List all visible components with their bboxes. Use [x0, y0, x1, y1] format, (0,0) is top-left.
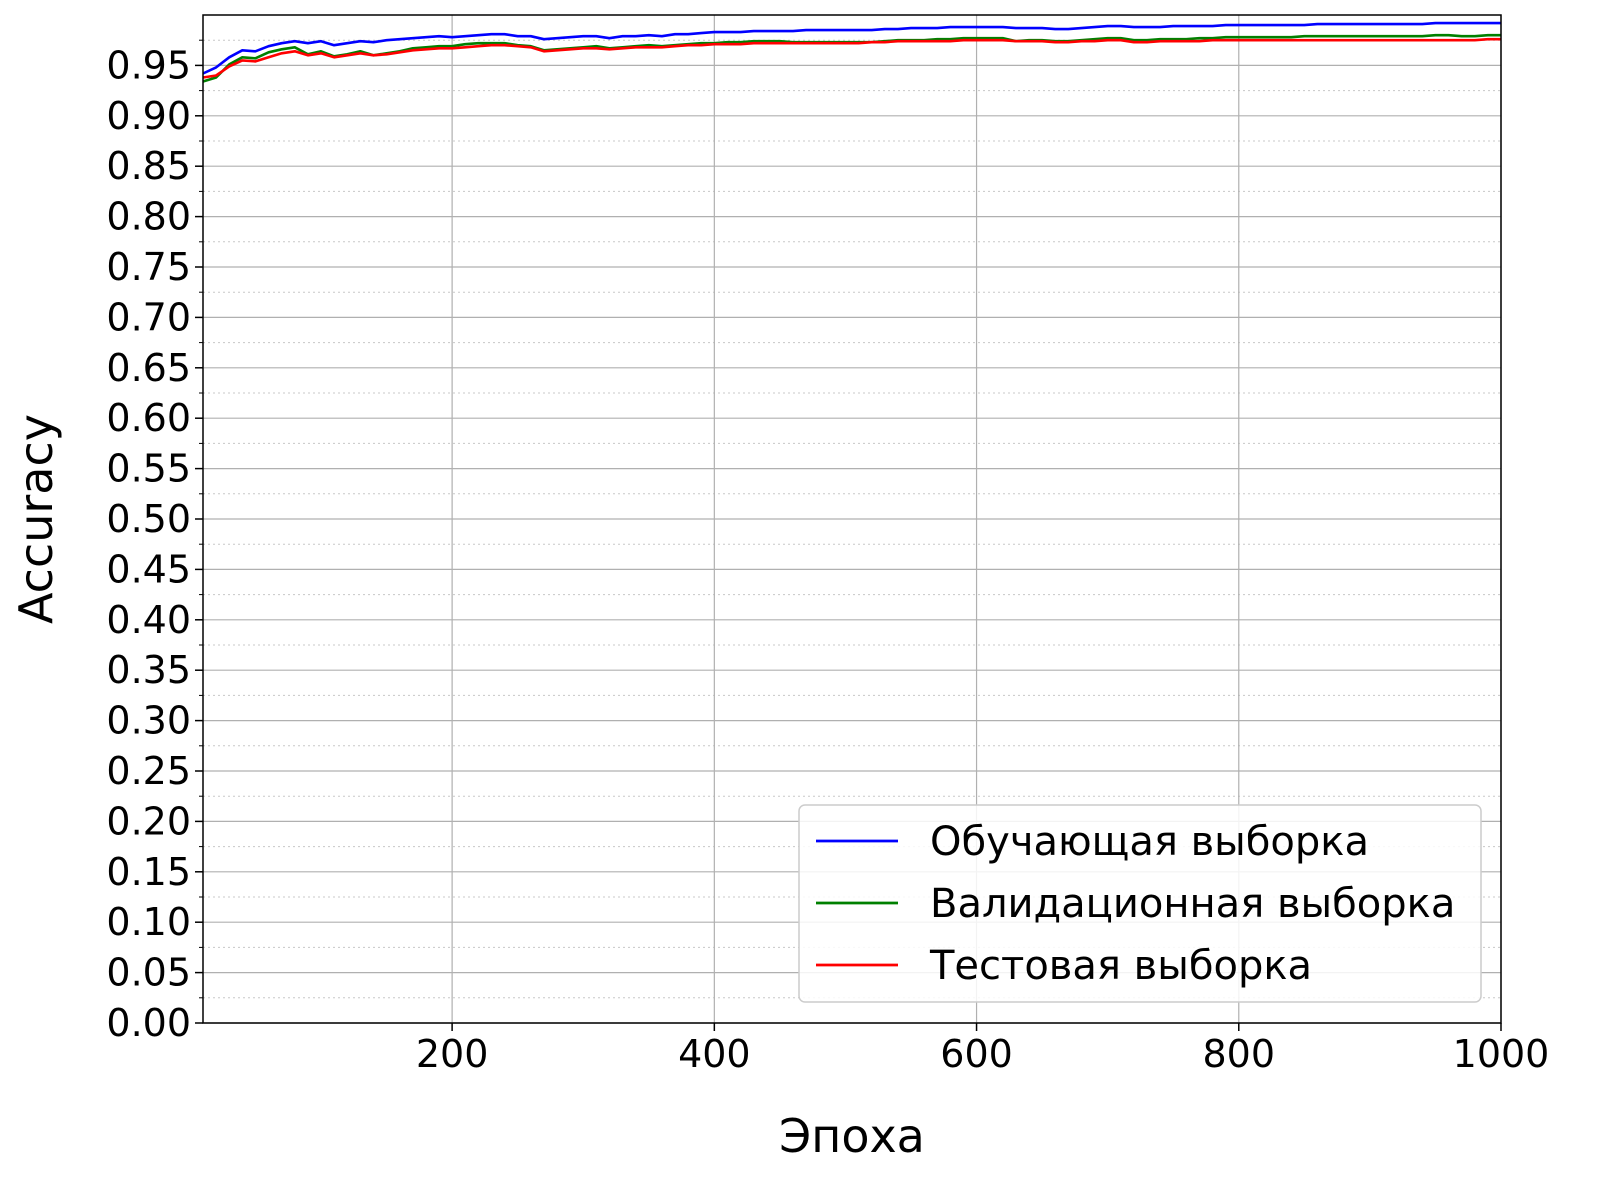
series-layer — [202, 21, 1501, 83]
legend-label: Обучающая выборка — [930, 819, 1369, 865]
x-tick-label: 600 — [940, 1032, 1013, 1076]
y-tick-label: 0.50 — [106, 497, 191, 541]
legend-box — [798, 804, 1482, 1003]
y-tick-label: 0.10 — [106, 900, 191, 944]
y-tick-label: 0.25 — [106, 749, 191, 793]
y-tick-label: 0.75 — [106, 245, 191, 289]
x-tick-label: 800 — [1203, 1032, 1276, 1076]
x-axis-label: Эпоха — [779, 1109, 925, 1163]
legend-label: Тестовая выборка — [929, 943, 1312, 989]
legend-label: Валидационная выборка — [930, 881, 1455, 927]
y-tick-label: 0.40 — [106, 598, 191, 642]
y-axis-label: Accuracy — [9, 414, 63, 624]
y-tick-label: 0.45 — [106, 547, 191, 591]
y-tick-label: 0.15 — [106, 850, 191, 894]
series-line-3 — [202, 37, 1501, 79]
x-tick-label: 200 — [416, 1032, 489, 1076]
y-tick-label: 0.20 — [106, 799, 191, 843]
y-tick-label: 0.95 — [106, 43, 191, 87]
y-tick-label: 0.30 — [106, 699, 191, 743]
y-tick-label: 0.65 — [106, 346, 191, 390]
y-tick-label: 0.90 — [106, 94, 191, 138]
legend: Обучающая выборка Валидационная выборка Те… — [798, 804, 1482, 1003]
y-tick-label: 0.05 — [106, 951, 191, 995]
series-line-1 — [202, 21, 1501, 75]
x-tick-label: 400 — [678, 1032, 751, 1076]
y-tick-label: 0.55 — [106, 447, 191, 491]
y-tick-label: 0.00 — [106, 1001, 191, 1045]
y-tick-label: 0.80 — [106, 195, 191, 239]
y-axis-ticks: 0.00 0.05 0.10 0.15 0.20 0.25 0.30 0.35 0.40 0.45… — [106, 39, 203, 1045]
y-tick-label: 0.35 — [106, 648, 191, 692]
y-tick-label: 0.60 — [106, 396, 191, 440]
x-axis-ticks: 200 400 600 800 1000 — [416, 1023, 1550, 1076]
x-tick-label: 1000 — [1453, 1032, 1550, 1076]
y-tick-label: 0.70 — [106, 295, 191, 339]
y-tick-label: 0.85 — [106, 144, 191, 188]
